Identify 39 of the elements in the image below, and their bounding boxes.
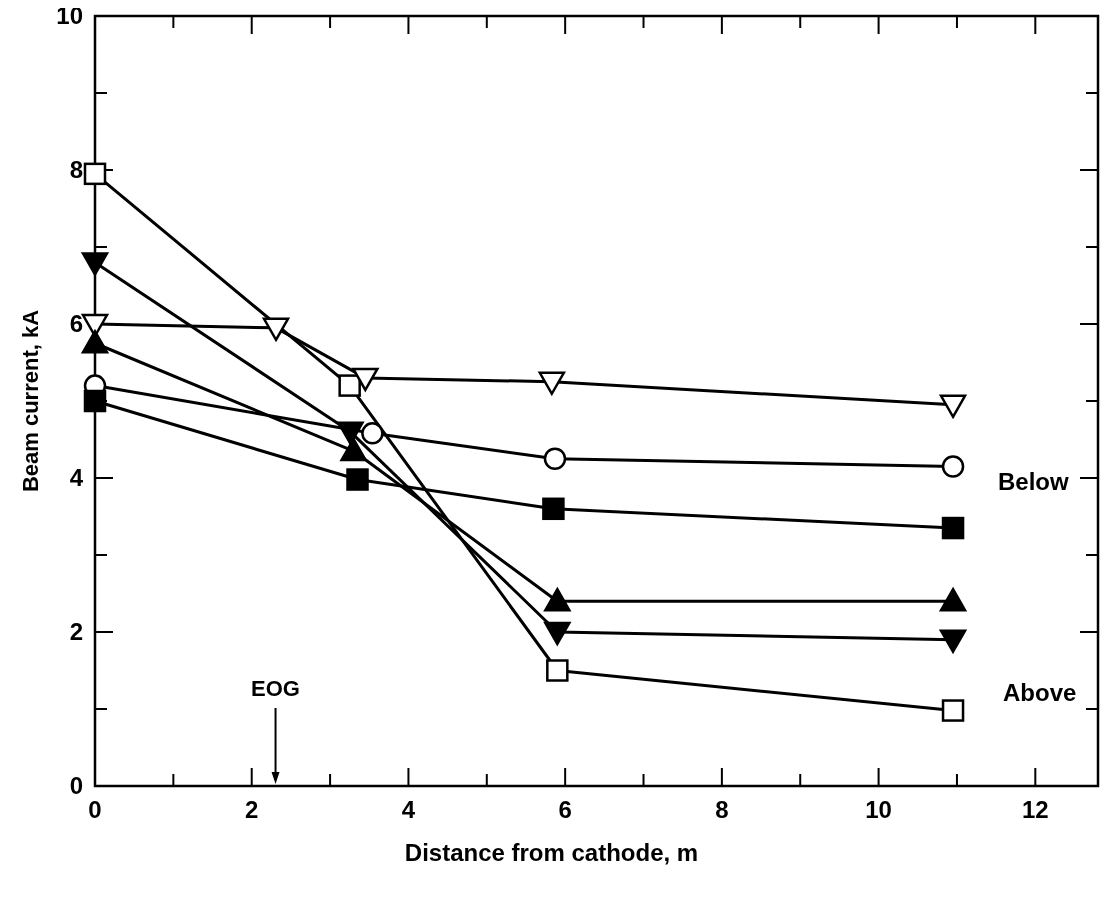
point (346, 468, 369, 491)
y-tick-label: 4 (69, 464, 84, 491)
point (361, 422, 384, 445)
y-tick-label: 6 (69, 310, 83, 337)
point (941, 699, 965, 722)
point (538, 371, 566, 395)
annotation: Above (1003, 679, 1077, 707)
point (81, 330, 109, 354)
y-tick-label: 10 (56, 2, 83, 29)
x-tick-label: 4 (401, 796, 416, 823)
point (941, 455, 965, 478)
annotation: Below (998, 467, 1070, 495)
point (543, 447, 567, 470)
point (939, 629, 967, 653)
point (941, 516, 965, 540)
x-tick-label: 6 (558, 796, 572, 823)
x-tick-label: 8 (715, 796, 729, 823)
point (544, 587, 571, 612)
x-tick-label: 0 (88, 796, 102, 823)
point (939, 394, 967, 419)
x-tick-label: 10 (865, 796, 892, 823)
point (83, 162, 107, 186)
point (340, 437, 367, 462)
y-tick-label: 8 (69, 156, 83, 183)
x-tick-label: 12 (1021, 796, 1049, 823)
point (81, 252, 109, 276)
point (939, 587, 967, 612)
y-tick-label: 2 (69, 618, 83, 645)
point (544, 621, 571, 646)
x-tick-label: 2 (245, 796, 259, 823)
annotation: EOG (251, 676, 300, 701)
point (546, 659, 569, 682)
y-tick-label: 0 (69, 772, 83, 799)
point (542, 497, 565, 521)
point (338, 374, 361, 397)
point (352, 367, 379, 392)
y-axis-title: Beam current, kA (18, 309, 43, 493)
x-axis-title: Distance from cathode, m (404, 839, 699, 866)
point (262, 317, 290, 342)
